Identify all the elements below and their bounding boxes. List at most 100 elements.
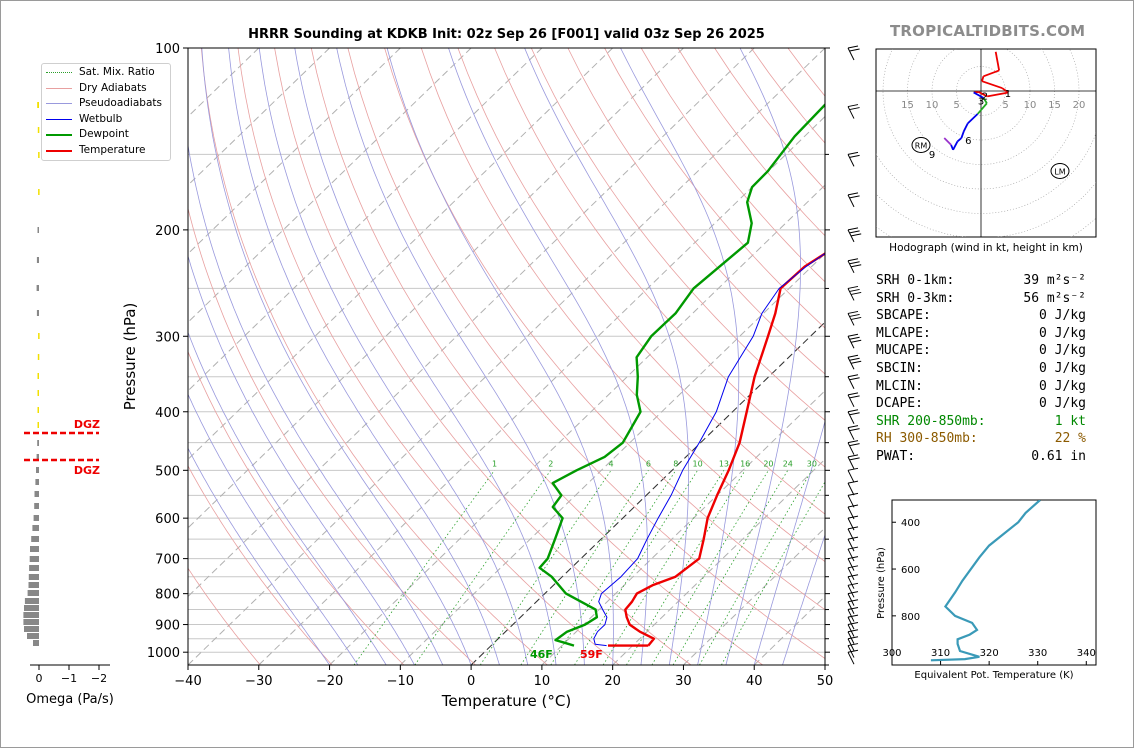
stat-value: 0 J/kg — [1039, 325, 1086, 341]
x-tick-label: −40 — [174, 674, 201, 689]
wind-barb — [847, 593, 855, 606]
mixing-ratio-line — [479, 470, 612, 665]
x-tick-label: 40 — [746, 674, 763, 689]
wind-barb-flag — [847, 582, 859, 586]
wind-barb-flag — [851, 316, 862, 320]
wind-barb — [847, 456, 855, 470]
omega-bar — [37, 102, 39, 108]
wind-barb — [847, 585, 855, 598]
theta-e-x-tick-label: 340 — [1077, 648, 1096, 659]
omega-bar — [37, 390, 39, 396]
omega-tick-label: 0 — [36, 672, 43, 685]
legend-swatch — [46, 134, 72, 136]
omega-bar — [23, 612, 39, 618]
dry-adiabat — [188, 567, 261, 665]
y-tick-label: 600 — [155, 512, 180, 527]
wind-barb-flag — [847, 492, 859, 496]
wind-barb-flag — [847, 622, 859, 626]
hodograph-height-label: 9 — [929, 150, 935, 161]
wind-barb-flag — [847, 440, 859, 444]
wind-barb-flag — [847, 354, 859, 358]
hodograph-ring-label: 15 — [901, 100, 914, 111]
wind-barb — [847, 470, 855, 483]
wind-barb-flag — [847, 425, 859, 429]
hodograph-trace — [943, 137, 952, 146]
wind-barb-flag — [847, 454, 859, 458]
theta-e-y-tick-label: 400 — [901, 518, 920, 529]
wind-barb-flag — [849, 336, 860, 340]
wind-barb-flag — [847, 643, 859, 647]
hodograph-trace — [981, 76, 985, 82]
stat-row: PWAT: 0.61 in — [876, 448, 1096, 466]
series-wetbulb — [593, 252, 825, 647]
y-axis-label: Pressure (hPa) — [121, 303, 139, 411]
stat-value: 39 m²s⁻² — [1023, 273, 1086, 288]
wind-barb-flag — [847, 227, 859, 231]
stat-label: DCAPE: — [876, 396, 923, 412]
hodograph-ring-label: 20 — [1073, 100, 1086, 111]
wind-barb — [847, 558, 855, 571]
wind-barb — [847, 601, 855, 614]
dry-adiabat — [188, 206, 476, 665]
stat-value: 22 % — [1054, 431, 1086, 447]
omega-bar — [35, 479, 39, 485]
pseudoadiabat — [448, 48, 648, 665]
wind-barb-flag — [847, 607, 859, 611]
wind-barb — [847, 528, 855, 542]
surface-temp-label: 59F — [580, 648, 603, 661]
isotherm-zero — [470, 321, 825, 665]
hodograph-trace — [967, 113, 979, 124]
legend-item: Sat. Mix. Ratio — [46, 66, 168, 80]
x-tick-label: −10 — [387, 674, 414, 689]
wind-barb — [847, 651, 855, 665]
wind-barb-flag — [849, 443, 860, 447]
wind-barb-flag — [847, 536, 859, 540]
hodograph-trace — [963, 122, 969, 132]
skewt-profiles — [538, 103, 825, 647]
dry-adiabat — [188, 350, 405, 665]
pseudoadiabat — [753, 419, 825, 665]
pseudoadiabat — [336, 48, 585, 665]
stat-value: 0 J/kg — [1039, 396, 1086, 412]
omega-bar — [37, 407, 39, 413]
series-dewpoint — [538, 103, 825, 647]
wind-barb — [847, 376, 855, 389]
stat-value: 0 J/kg — [1039, 308, 1086, 324]
hodograph-trace — [950, 144, 954, 151]
wind-barb-flag — [851, 291, 862, 295]
legend-swatch — [46, 72, 72, 73]
stat-value: 0.61 in — [1031, 448, 1086, 464]
omega-bar — [27, 590, 39, 596]
pseudoadiabat — [620, 48, 740, 665]
dry-adiabat — [237, 48, 620, 665]
stat-row: SBCAPE: 0 J/kg — [876, 307, 1096, 325]
legend-item: Dewpoint — [46, 128, 168, 142]
isotherm — [329, 184, 825, 665]
stat-row: SRH 0-3km: 56 m²s⁻² — [876, 290, 1096, 308]
wind-barb-flag — [849, 428, 860, 432]
mixing-ratio-label: 4 — [609, 459, 614, 468]
wind-barb-flag — [847, 649, 859, 653]
theta-e-x-tick-label: 310 — [931, 648, 950, 659]
hodograph-trace — [976, 102, 988, 115]
theta-e-x-tick-label: 330 — [1028, 648, 1047, 659]
isotherm — [188, 48, 543, 392]
mixing-ratio-label: 20 — [763, 459, 773, 468]
omega-bar — [34, 491, 39, 497]
skewt-background: 1 2 4 6 8 10 13 16 20 24 30 36 — [188, 48, 825, 665]
dry-adiabat — [310, 48, 763, 665]
stat-label: MLCIN: — [876, 378, 923, 394]
mixing-ratio-line — [672, 470, 789, 665]
mixing-ratio-label: 2 — [548, 459, 553, 468]
stats-panel: SRH 0-1km: 39 m²s⁻² SRH 0-3km: 56 m²s⁻² SBCA… — [876, 272, 1096, 466]
hodograph-height-label: 3 — [978, 96, 984, 107]
stat-label: SBCIN: — [876, 360, 923, 376]
hodograph-trace — [981, 80, 1003, 89]
wind-barb — [847, 260, 855, 274]
pseudoadiabat — [188, 331, 387, 665]
wind-barb-flag — [849, 288, 860, 292]
stat-value: 1 kt — [1054, 413, 1086, 429]
wind-barb-flag — [847, 629, 859, 633]
omega-bar — [36, 310, 39, 316]
dry-adiabat — [384, 48, 825, 611]
